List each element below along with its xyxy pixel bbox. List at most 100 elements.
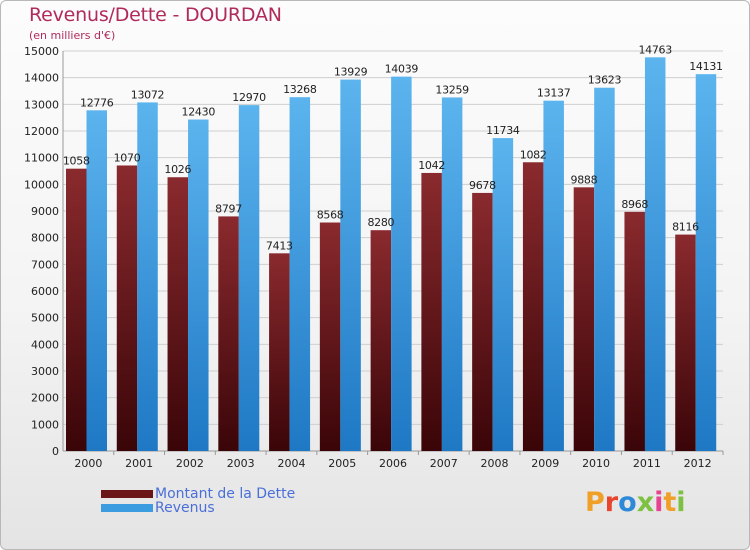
x-tick-label: 2005 — [328, 457, 356, 470]
chart-subtitle: (en milliers d'€) — [29, 29, 116, 42]
data-label-debt: 7413 — [266, 239, 293, 252]
bar-debt — [421, 172, 442, 452]
y-tick-label: 11000 — [24, 152, 59, 165]
x-tick-label: 2000 — [74, 457, 102, 470]
bar-revenue — [340, 79, 361, 451]
x-tick-label: 2002 — [176, 457, 204, 470]
legend-item-revenue: Revenus — [101, 501, 295, 515]
data-label-revenue: 14763 — [638, 43, 672, 56]
y-tick-label: 4000 — [31, 338, 59, 351]
bar-revenue — [441, 97, 463, 451]
legend-swatch-debt — [101, 490, 153, 498]
logo-letter: o — [618, 487, 637, 518]
data-label-debt: 8116 — [672, 221, 699, 234]
data-label-revenue: 13268 — [283, 83, 317, 96]
legend-label-revenue: Revenus — [155, 500, 215, 516]
bar-debt — [319, 222, 341, 451]
y-tick-label: 1000 — [31, 418, 59, 431]
chart-title: Revenus/Dette - DOURDAN — [29, 4, 282, 26]
bar-revenue — [644, 57, 666, 451]
y-axis: 0 1000 2000 3000 4000 5000 6000 7000 8000 9000 100… — [24, 45, 59, 458]
y-tick-label: 6000 — [31, 285, 59, 298]
logo-letter: t — [663, 487, 677, 518]
x-tick-label: 2001 — [125, 457, 153, 470]
y-tick-label: 5000 — [31, 312, 59, 325]
bar-chart: 0 1000 2000 3000 4000 5000 6000 7000 8000 9000 100… — [24, 43, 724, 470]
y-tick-label: 7000 — [31, 258, 59, 271]
legend: Montant de la Dette Revenus — [101, 487, 295, 515]
logo-letter: r — [604, 487, 619, 518]
data-label-revenue: 13072 — [131, 88, 165, 101]
data-label-revenue: 14131 — [689, 60, 723, 73]
data-label-revenue: 11734 — [486, 124, 520, 137]
bar-revenue — [492, 138, 514, 452]
data-label-debt: 1026 — [164, 163, 191, 176]
x-tick-label: 2009 — [531, 457, 559, 470]
data-label-revenue: 14039 — [385, 63, 419, 76]
data-label-revenue: 13259 — [435, 83, 469, 96]
data-label-debt: 1058 — [63, 155, 90, 168]
y-tick-label: 15000 — [24, 45, 59, 58]
legend-label-debt: Montant de la Dette — [155, 486, 296, 502]
bar-revenue — [695, 74, 717, 451]
y-tick-label: 10000 — [24, 178, 59, 191]
x-axis: 2000 2001 2002 2003 2004 2005 2006 2007 2008 2009… — [74, 451, 724, 470]
bar-debt — [370, 230, 392, 451]
proxiti-logo: Proxiti — [585, 487, 686, 518]
y-tick-label: 14000 — [24, 72, 59, 85]
legend-item-debt: Montant de la Dette — [101, 487, 295, 501]
y-tick-label: 8000 — [31, 232, 59, 245]
x-tick-label: 2010 — [582, 457, 610, 470]
bar-debt — [624, 211, 645, 451]
legend-swatch-revenue — [101, 504, 153, 512]
y-tick-label: 12000 — [24, 125, 59, 138]
y-tick-label: 2000 — [31, 392, 59, 405]
data-label-debt: 8968 — [621, 198, 648, 211]
x-tick-label: 2007 — [430, 457, 458, 470]
logo-letter: P — [585, 487, 605, 518]
data-label-revenue: 13137 — [537, 87, 571, 100]
bar-debt — [167, 177, 189, 452]
data-label-debt: 8797 — [215, 202, 242, 215]
bar-revenue — [137, 102, 158, 451]
x-tick-label: 2012 — [684, 457, 712, 470]
bar-debt — [66, 168, 87, 451]
logo-letter: i — [654, 487, 664, 518]
data-label-debt: 1042 — [418, 159, 445, 172]
data-label-revenue: 12430 — [182, 106, 216, 119]
y-tick-label: 3000 — [31, 365, 59, 378]
bar-debt — [472, 192, 493, 452]
bar-revenue — [86, 110, 107, 451]
x-tick-label: 2004 — [277, 457, 305, 470]
bar-debt — [522, 162, 544, 451]
x-tick-label: 2006 — [379, 457, 407, 470]
data-label-debt: 8280 — [367, 216, 394, 229]
bar-revenue — [391, 76, 412, 452]
x-tick-label: 2003 — [227, 457, 255, 470]
data-label-debt: 1070 — [114, 151, 141, 164]
bar-debt — [675, 234, 696, 451]
data-label-revenue: 12970 — [232, 91, 266, 104]
data-label-revenue: 13929 — [334, 66, 368, 79]
bar-revenue — [238, 105, 260, 451]
data-label-revenue: 12776 — [80, 96, 114, 109]
data-label-debt: 8568 — [317, 209, 344, 222]
data-label-debt: 9678 — [469, 179, 496, 192]
logo-letter: x — [636, 487, 655, 518]
logo-letter: i — [676, 487, 686, 518]
x-tick-label: 2011 — [633, 457, 661, 470]
bar-debt — [573, 187, 595, 451]
bar-revenue — [594, 87, 615, 451]
y-tick-label: 0 — [52, 445, 59, 458]
bars-layer — [66, 57, 717, 452]
bar-debt — [269, 253, 290, 451]
data-labels-layer: 1058 12776 1070 13072 1026 12430 8797 12970 7413… — [63, 43, 723, 252]
bar-revenue — [543, 100, 564, 452]
bar-debt — [116, 165, 138, 452]
data-label-debt: 1082 — [520, 148, 547, 161]
bar-revenue — [289, 97, 311, 451]
y-tick-label: 9000 — [31, 205, 59, 218]
y-tick-label: 13000 — [24, 98, 59, 111]
x-tick-label: 2008 — [481, 457, 509, 470]
